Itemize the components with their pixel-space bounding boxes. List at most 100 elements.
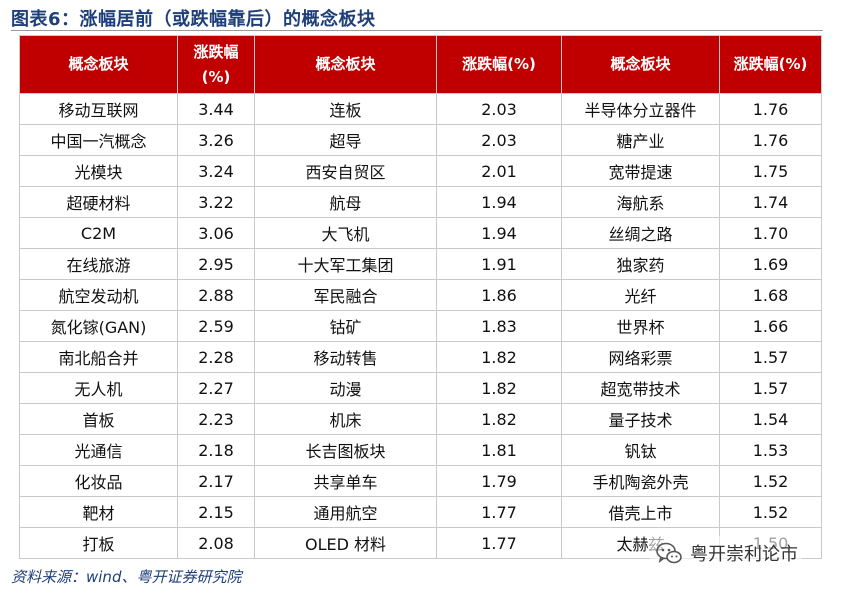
cell-concept-1: 首板 <box>19 403 178 435</box>
cell-change-1: 2.88 <box>177 279 255 311</box>
cell-change-3: 1.76 <box>719 93 822 125</box>
cell-change-2: 1.83 <box>436 310 562 342</box>
cell-change-3: 1.57 <box>719 372 822 404</box>
cell-concept-3: 借壳上市 <box>561 496 720 528</box>
cell-concept-1: 南北船合并 <box>19 341 178 373</box>
cell-concept-3: 超宽带技术 <box>561 372 720 404</box>
cell-change-3: 1.75 <box>719 155 822 187</box>
cell-change-1: 2.17 <box>177 465 255 497</box>
header-concept-3: 概念板块 <box>561 35 720 94</box>
cell-change-2: 1.81 <box>436 434 562 466</box>
cell-change-3: 1.70 <box>719 217 822 249</box>
cell-concept-2: 十大军工集团 <box>254 248 437 280</box>
cell-change-2: 1.86 <box>436 279 562 311</box>
cell-change-1: 3.06 <box>177 217 255 249</box>
cell-concept-2: 航母 <box>254 186 437 218</box>
table-row: 南北船合并 2.28 移动转售 1.82 网络彩票 1.57 <box>19 341 822 373</box>
cell-change-3: 1.57 <box>719 341 822 373</box>
cell-change-2: 1.77 <box>436 496 562 528</box>
cell-concept-1: 移动互联网 <box>19 93 178 125</box>
cell-concept-1: 氮化镓(GAN) <box>19 310 178 342</box>
cell-change-3: 1.76 <box>719 124 822 156</box>
cell-concept-2: 连板 <box>254 93 437 125</box>
cell-concept-3: 半导体分立器件 <box>561 93 720 125</box>
cell-change-3: 1.53 <box>719 434 822 466</box>
cell-change-3: 1.66 <box>719 310 822 342</box>
cell-concept-3: 独家药 <box>561 248 720 280</box>
header-change-1: 涨跌幅 (%) <box>177 35 255 94</box>
cell-concept-2: 动漫 <box>254 372 437 404</box>
cell-change-2: 2.01 <box>436 155 562 187</box>
cell-concept-1: 中国一汽概念 <box>19 124 178 156</box>
cell-change-3: 1.69 <box>719 248 822 280</box>
cell-change-2: 2.03 <box>436 93 562 125</box>
cell-concept-1: 化妆品 <box>19 465 178 497</box>
cell-change-1: 3.24 <box>177 155 255 187</box>
cell-concept-2: 大飞机 <box>254 217 437 249</box>
cell-concept-3: 钒钛 <box>561 434 720 466</box>
cell-concept-2: 长吉图板块 <box>254 434 437 466</box>
watermark: 粤开崇利论市 <box>650 536 802 570</box>
cell-change-2: 1.91 <box>436 248 562 280</box>
concept-sector-table: 概念板块 涨跌幅 (%) 概念板块 涨跌幅(%) 概念板块 涨跌幅(%) 移动互… <box>19 35 822 559</box>
cell-concept-1: 光通信 <box>19 434 178 466</box>
cell-change-1: 2.08 <box>177 527 255 559</box>
cell-change-1: 2.59 <box>177 310 255 342</box>
cell-concept-3: 光纤 <box>561 279 720 311</box>
cell-concept-3: 世界杯 <box>561 310 720 342</box>
cell-concept-2: 超导 <box>254 124 437 156</box>
cell-change-1: 3.26 <box>177 124 255 156</box>
cell-change-3: 1.52 <box>719 496 822 528</box>
cell-concept-1: 光模块 <box>19 155 178 187</box>
header-change-2: 涨跌幅(%) <box>436 35 562 94</box>
table-row: 光通信 2.18 长吉图板块 1.81 钒钛 1.53 <box>19 434 822 466</box>
cell-change-2: 1.82 <box>436 403 562 435</box>
cell-concept-3: 量子技术 <box>561 403 720 435</box>
table-body: 移动互联网 3.44 连板 2.03 半导体分立器件 1.76 中国一汽概念 3.26 超导 2.… <box>19 93 822 559</box>
cell-concept-2: 机床 <box>254 403 437 435</box>
table-row: 航空发动机 2.88 军民融合 1.86 光纤 1.68 <box>19 279 822 311</box>
cell-concept-3: 宽带提速 <box>561 155 720 187</box>
cell-change-3: 1.52 <box>719 465 822 497</box>
cell-change-1: 2.95 <box>177 248 255 280</box>
table-header-row: 概念板块 涨跌幅 (%) 概念板块 涨跌幅(%) 概念板块 涨跌幅(%) <box>19 35 822 94</box>
cell-change-3: 1.74 <box>719 186 822 218</box>
cell-change-1: 3.44 <box>177 93 255 125</box>
table-row: 超硬材料 3.22 航母 1.94 海航系 1.74 <box>19 186 822 218</box>
cell-change-1: 2.28 <box>177 341 255 373</box>
cell-change-2: 1.82 <box>436 372 562 404</box>
cell-change-2: 1.94 <box>436 217 562 249</box>
table-row: 移动互联网 3.44 连板 2.03 半导体分立器件 1.76 <box>19 93 822 125</box>
cell-change-2: 1.77 <box>436 527 562 559</box>
header-concept-1: 概念板块 <box>19 35 178 94</box>
cell-change-1: 2.18 <box>177 434 255 466</box>
table-row: C2M 3.06 大飞机 1.94 丝绸之路 1.70 <box>19 217 822 249</box>
cell-concept-1: 靶材 <box>19 496 178 528</box>
cell-concept-1: 打板 <box>19 527 178 559</box>
cell-change-2: 1.79 <box>436 465 562 497</box>
cell-change-2: 1.82 <box>436 341 562 373</box>
table-row: 中国一汽概念 3.26 超导 2.03 糖产业 1.76 <box>19 124 822 156</box>
cell-change-1: 2.15 <box>177 496 255 528</box>
cell-concept-1: C2M <box>19 217 178 249</box>
cell-concept-3: 手机陶瓷外壳 <box>561 465 720 497</box>
watermark-text: 粤开崇利论市 <box>690 544 798 565</box>
table-row: 化妆品 2.17 共享单车 1.79 手机陶瓷外壳 1.52 <box>19 465 822 497</box>
source-note: 资料来源：wind、粤开证券研究院 <box>11 568 242 586</box>
cell-concept-2: 共享单车 <box>254 465 437 497</box>
cell-concept-3: 糖产业 <box>561 124 720 156</box>
cell-concept-2: 移动转售 <box>254 341 437 373</box>
cell-change-1: 2.27 <box>177 372 255 404</box>
cell-change-1: 3.22 <box>177 186 255 218</box>
header-change-3: 涨跌幅(%) <box>719 35 822 94</box>
wechat-logo-icon <box>656 542 682 564</box>
cell-concept-2: 钴矿 <box>254 310 437 342</box>
table-row: 无人机 2.27 动漫 1.82 超宽带技术 1.57 <box>19 372 822 404</box>
cell-change-2: 2.03 <box>436 124 562 156</box>
cell-concept-2: 西安自贸区 <box>254 155 437 187</box>
cell-change-1: 2.23 <box>177 403 255 435</box>
cell-concept-2: 军民融合 <box>254 279 437 311</box>
cell-concept-3: 海航系 <box>561 186 720 218</box>
cell-concept-1: 航空发动机 <box>19 279 178 311</box>
